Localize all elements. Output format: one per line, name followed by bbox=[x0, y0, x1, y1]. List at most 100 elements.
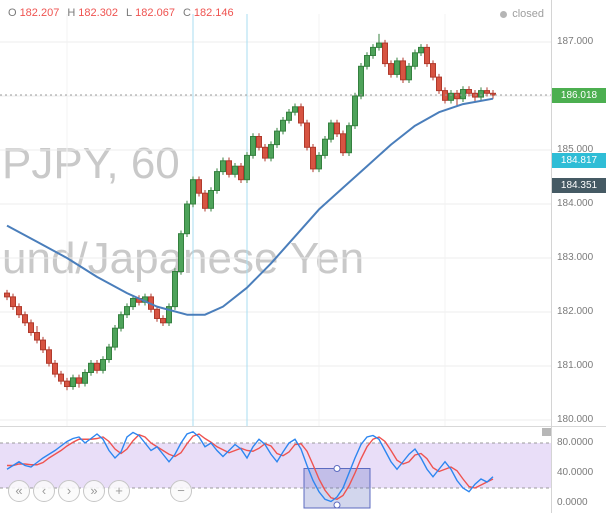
candle bbox=[130, 295, 136, 310]
candle bbox=[256, 133, 262, 151]
close-label: C bbox=[182, 7, 191, 19]
candle bbox=[358, 63, 364, 100]
candle bbox=[274, 127, 280, 148]
candle bbox=[406, 63, 412, 84]
candle bbox=[388, 60, 394, 78]
candle bbox=[280, 117, 286, 135]
watermark-symbol: PJPY, 60 bbox=[2, 139, 180, 188]
indicator-panel-handle-icon[interactable] bbox=[542, 428, 551, 436]
candle bbox=[124, 303, 130, 318]
candle bbox=[376, 33, 382, 51]
candle bbox=[70, 374, 76, 390]
high-label: H bbox=[67, 7, 76, 19]
stoch-d-line bbox=[7, 433, 494, 501]
status-label: closed bbox=[512, 8, 544, 20]
low-value: 182.067 bbox=[135, 7, 175, 19]
selection-handle[interactable] bbox=[333, 465, 341, 472]
zoom-in-button[interactable]: + bbox=[108, 480, 130, 502]
close-value: 182.146 bbox=[193, 7, 234, 19]
candle bbox=[448, 90, 454, 104]
candle bbox=[196, 176, 202, 197]
candle bbox=[64, 377, 70, 391]
market-status: closed bbox=[500, 8, 544, 20]
candle bbox=[292, 103, 298, 116]
candle bbox=[460, 86, 466, 102]
candle bbox=[346, 122, 352, 156]
candle bbox=[94, 360, 100, 374]
candle bbox=[394, 57, 400, 78]
candle bbox=[382, 39, 388, 67]
candle bbox=[208, 187, 214, 212]
candle bbox=[4, 289, 10, 301]
candle bbox=[286, 108, 292, 124]
zoom-out-button[interactable]: − bbox=[170, 480, 192, 502]
candle bbox=[220, 157, 226, 175]
candle bbox=[106, 343, 112, 363]
candle bbox=[202, 189, 208, 212]
scroll-to-end-button[interactable]: » bbox=[83, 480, 105, 502]
candle bbox=[328, 119, 334, 143]
open-label: O bbox=[8, 7, 17, 19]
candle bbox=[232, 162, 238, 178]
candle bbox=[244, 152, 250, 183]
selection-box[interactable] bbox=[303, 468, 371, 509]
candle bbox=[88, 360, 94, 376]
scroll-right-button[interactable]: › bbox=[58, 480, 80, 502]
candle bbox=[22, 311, 28, 327]
candle bbox=[10, 293, 16, 310]
ma-line bbox=[6, 97, 494, 316]
candle bbox=[52, 360, 58, 378]
candle bbox=[76, 374, 82, 388]
candle bbox=[478, 87, 484, 101]
candle bbox=[268, 141, 274, 162]
open-value: 182.207 bbox=[19, 7, 60, 19]
candle bbox=[118, 311, 124, 332]
candle bbox=[466, 86, 472, 97]
candle bbox=[370, 44, 376, 59]
candle bbox=[322, 135, 328, 159]
candle bbox=[340, 130, 346, 156]
candle bbox=[334, 119, 340, 138]
candle bbox=[40, 336, 46, 354]
candle bbox=[436, 73, 442, 94]
candle bbox=[310, 144, 316, 173]
candle bbox=[82, 369, 88, 387]
status-dot-icon bbox=[500, 10, 508, 18]
candle bbox=[184, 200, 190, 237]
stoch-band bbox=[0, 443, 551, 488]
candle bbox=[424, 44, 430, 67]
candle bbox=[250, 133, 256, 159]
selection-handle[interactable] bbox=[333, 501, 341, 509]
candle bbox=[112, 324, 118, 351]
candle bbox=[400, 57, 406, 84]
candle bbox=[352, 92, 358, 129]
candle bbox=[472, 90, 478, 102]
candle bbox=[454, 90, 460, 107]
candle bbox=[418, 44, 424, 57]
scroll-left-button[interactable]: ‹ bbox=[33, 480, 55, 502]
candle bbox=[262, 144, 268, 162]
candle bbox=[178, 230, 184, 275]
candle bbox=[412, 49, 418, 70]
candle bbox=[214, 168, 220, 194]
scroll-to-start-button[interactable]: « bbox=[8, 480, 30, 502]
candle bbox=[166, 303, 172, 327]
candle bbox=[316, 152, 322, 173]
candle bbox=[154, 306, 160, 322]
candle bbox=[100, 356, 106, 374]
candle bbox=[304, 119, 310, 151]
candle bbox=[430, 60, 436, 81]
stoch-k-line bbox=[6, 430, 494, 503]
candle bbox=[238, 162, 244, 183]
candle bbox=[34, 326, 40, 344]
candle bbox=[58, 370, 64, 385]
candle bbox=[160, 315, 166, 327]
candle bbox=[226, 157, 232, 178]
high-value: 182.302 bbox=[78, 7, 119, 19]
candle bbox=[28, 319, 34, 336]
candle bbox=[298, 103, 304, 127]
candle bbox=[16, 303, 22, 318]
candle bbox=[190, 176, 196, 208]
